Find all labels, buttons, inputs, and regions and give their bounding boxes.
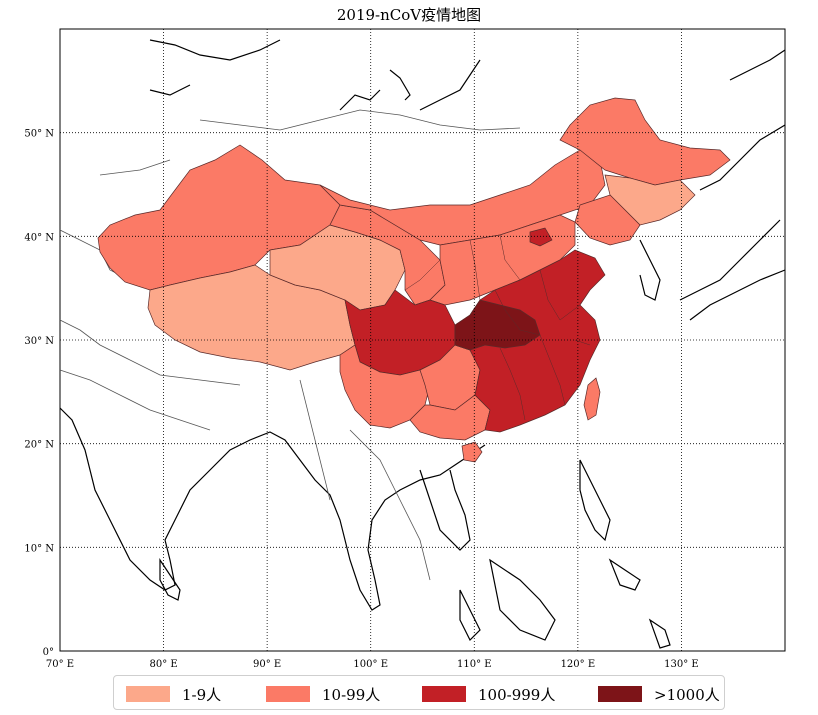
region-beijing[interactable] bbox=[529, 227, 553, 247]
latitude-tick-label: 10° N bbox=[24, 543, 54, 554]
legend-label: 100-999人 bbox=[478, 685, 556, 704]
map-title: 2019-nCoV疫情地图 bbox=[336, 6, 482, 24]
latitude-tick-label: 50° N bbox=[24, 129, 54, 140]
latitude-tick-label: 0° bbox=[43, 647, 54, 658]
legend-swatch bbox=[598, 686, 642, 702]
province-boundaries bbox=[404, 234, 591, 421]
region-taiwan[interactable] bbox=[583, 377, 601, 421]
legend-label: >1000人 bbox=[654, 685, 720, 704]
legend-swatch bbox=[126, 686, 170, 702]
region-hainan[interactable] bbox=[461, 441, 483, 463]
legend-swatch bbox=[422, 686, 466, 702]
longitude-labels: 70° E 80° E 90° E 100° E 110° E 120° E 130° E bbox=[46, 659, 699, 670]
region-heilongjiang[interactable] bbox=[559, 97, 731, 186]
legend-swatch bbox=[266, 686, 310, 702]
latitude-tick-label: 40° N bbox=[24, 232, 54, 243]
coastlines bbox=[59, 39, 786, 649]
legend-item-10-99: 10-99人 bbox=[266, 684, 380, 704]
legend-item-1-9: 1-9人 bbox=[126, 684, 221, 704]
longitude-tick-label: 80° E bbox=[149, 659, 177, 670]
longitude-tick-label: 130° E bbox=[664, 659, 699, 670]
latitude-tick-label: 20° N bbox=[24, 440, 54, 451]
legend: 1-9人 10-99人 100-999人 >1000人 bbox=[113, 675, 725, 710]
longitude-tick-label: 110° E bbox=[457, 659, 492, 670]
latitude-labels: 0° 10° N 20° N 30° N 40° N 50° N bbox=[24, 129, 54, 658]
legend-label: 10-99人 bbox=[322, 685, 381, 704]
graticule bbox=[60, 29, 785, 651]
longitude-tick-label: 100° E bbox=[353, 659, 388, 670]
legend-item-over-1000: >1000人 bbox=[598, 684, 720, 704]
latitude-tick-label: 30° N bbox=[24, 336, 54, 347]
region-liaoning[interactable] bbox=[574, 194, 641, 246]
longitude-tick-label: 90° E bbox=[253, 659, 281, 670]
region-inner-mongolia[interactable] bbox=[319, 149, 606, 246]
china-provinces bbox=[97, 97, 731, 463]
longitude-tick-label: 70° E bbox=[46, 659, 74, 670]
legend-item-100-999: 100-999人 bbox=[422, 684, 555, 704]
longitude-tick-label: 120° E bbox=[561, 659, 596, 670]
legend-label: 1-9人 bbox=[182, 685, 222, 704]
